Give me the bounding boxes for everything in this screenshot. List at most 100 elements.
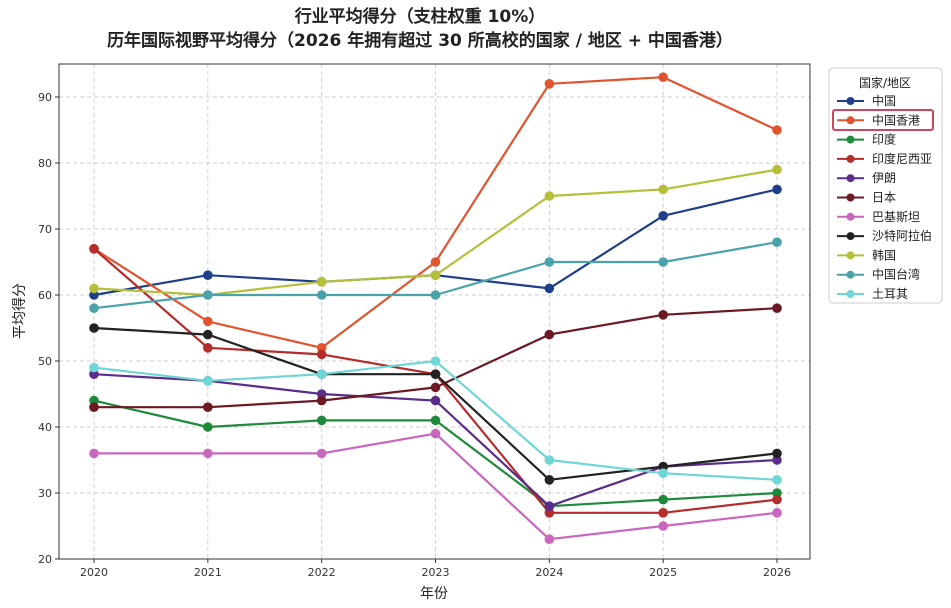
data-point (203, 316, 213, 327)
y-tick-label: 90 (38, 91, 52, 104)
legend-swatch-marker (846, 97, 855, 105)
legend-swatch-marker (846, 154, 855, 163)
data-point (89, 448, 99, 459)
data-point (430, 257, 441, 267)
data-point (544, 475, 555, 485)
data-point (430, 395, 441, 406)
data-point (544, 508, 555, 518)
data-point (203, 270, 213, 281)
x-tick-label: 2024 (535, 566, 563, 579)
series-group (89, 72, 782, 544)
data-point (430, 369, 441, 380)
data-point (430, 290, 441, 300)
legend-box (828, 67, 943, 304)
data-point (658, 461, 668, 472)
legend-label: 巴基斯坦 (872, 210, 920, 224)
y-tick-label: 20 (38, 553, 52, 566)
legend-label: 中国 (872, 93, 896, 108)
data-point (544, 534, 555, 544)
legend-swatch-marker (846, 232, 855, 241)
data-point (89, 323, 99, 333)
data-point (203, 329, 213, 340)
y-tick-label: 30 (38, 487, 52, 500)
data-point (89, 402, 99, 413)
data-point (772, 494, 782, 505)
data-point (658, 72, 668, 82)
data-point (658, 508, 668, 518)
x-axis-label: 年份 (420, 586, 448, 602)
data-point (430, 428, 441, 439)
data-point (203, 343, 213, 353)
x-tick-label: 2020 (80, 566, 108, 579)
series-印度 (89, 395, 782, 512)
data-point (316, 448, 327, 459)
data-point (772, 475, 782, 485)
data-point (544, 283, 555, 294)
data-point (658, 257, 668, 267)
x-tick-label: 2023 (422, 566, 450, 579)
data-point (772, 448, 782, 459)
data-point (430, 415, 441, 426)
legend-title: 国家/地区 (859, 75, 911, 90)
data-point (772, 303, 782, 314)
data-point (772, 164, 782, 175)
legend-label: 中国台湾 (872, 267, 920, 282)
legend-swatch-marker (846, 251, 855, 260)
legend-label: 沙特阿拉伯 (872, 228, 932, 243)
y-tick-label: 60 (38, 289, 52, 302)
data-point (316, 349, 327, 360)
legend-swatch-marker (846, 212, 855, 221)
legend-highlight-box (832, 109, 934, 131)
data-point (772, 125, 782, 135)
chart-title: 行业平均得分（支柱权重 10%） (294, 6, 546, 27)
legend-label: 中国香港 (872, 112, 920, 127)
y-tick-label: 40 (38, 421, 52, 434)
legend: 国家/地区 中国中国香港印度印度尼西亚伊朗日本巴基斯坦沙特阿拉伯韩国中国台湾土耳… (828, 67, 943, 304)
data-point (316, 277, 327, 287)
data-point (544, 501, 555, 512)
y-tick-label: 80 (38, 157, 52, 170)
data-point (772, 184, 782, 195)
legend-swatch-marker (846, 174, 855, 183)
legend-label: 印度 (872, 132, 896, 147)
data-point (89, 395, 99, 406)
x-tick-label: 2026 (763, 566, 791, 579)
data-point (89, 290, 99, 300)
series-土耳其 (89, 356, 782, 485)
data-point (89, 283, 99, 294)
data-point (316, 290, 327, 300)
data-point (658, 310, 668, 320)
data-point (658, 468, 668, 479)
data-point (316, 395, 327, 406)
data-point (316, 369, 327, 380)
data-point (658, 211, 668, 221)
data-point (89, 244, 99, 254)
y-tick-label: 70 (38, 223, 52, 236)
data-point (658, 184, 668, 195)
series-中国香港 (89, 72, 782, 353)
data-point (544, 191, 555, 201)
data-point (203, 448, 213, 459)
legend-label: 日本 (872, 191, 896, 205)
series-中国台湾 (89, 237, 782, 314)
data-point (658, 521, 668, 531)
data-point (430, 270, 441, 281)
data-point (203, 290, 213, 300)
data-point (89, 362, 99, 373)
series-沙特阿拉伯 (89, 323, 782, 485)
data-point (544, 79, 555, 89)
data-point (544, 257, 555, 267)
axis-ticks: 20 30 40 50 60 70 80 90 2020 2021 2022 2023 2024 2025… (38, 91, 791, 579)
x-tick-label: 2025 (649, 566, 677, 579)
legend-swatch-marker (846, 116, 855, 125)
legend-swatch-marker (846, 193, 855, 202)
legend-label: 土耳其 (872, 287, 908, 301)
series-巴基斯坦 (89, 428, 782, 544)
data-point (430, 382, 441, 393)
data-point (316, 343, 327, 353)
data-point (544, 329, 555, 340)
data-point (203, 422, 213, 432)
chart-subtitle: 历年国际视野平均得分（2026 年拥有超过 30 所高校的国家 / 地区 + 中… (107, 30, 733, 51)
data-point (772, 455, 782, 465)
